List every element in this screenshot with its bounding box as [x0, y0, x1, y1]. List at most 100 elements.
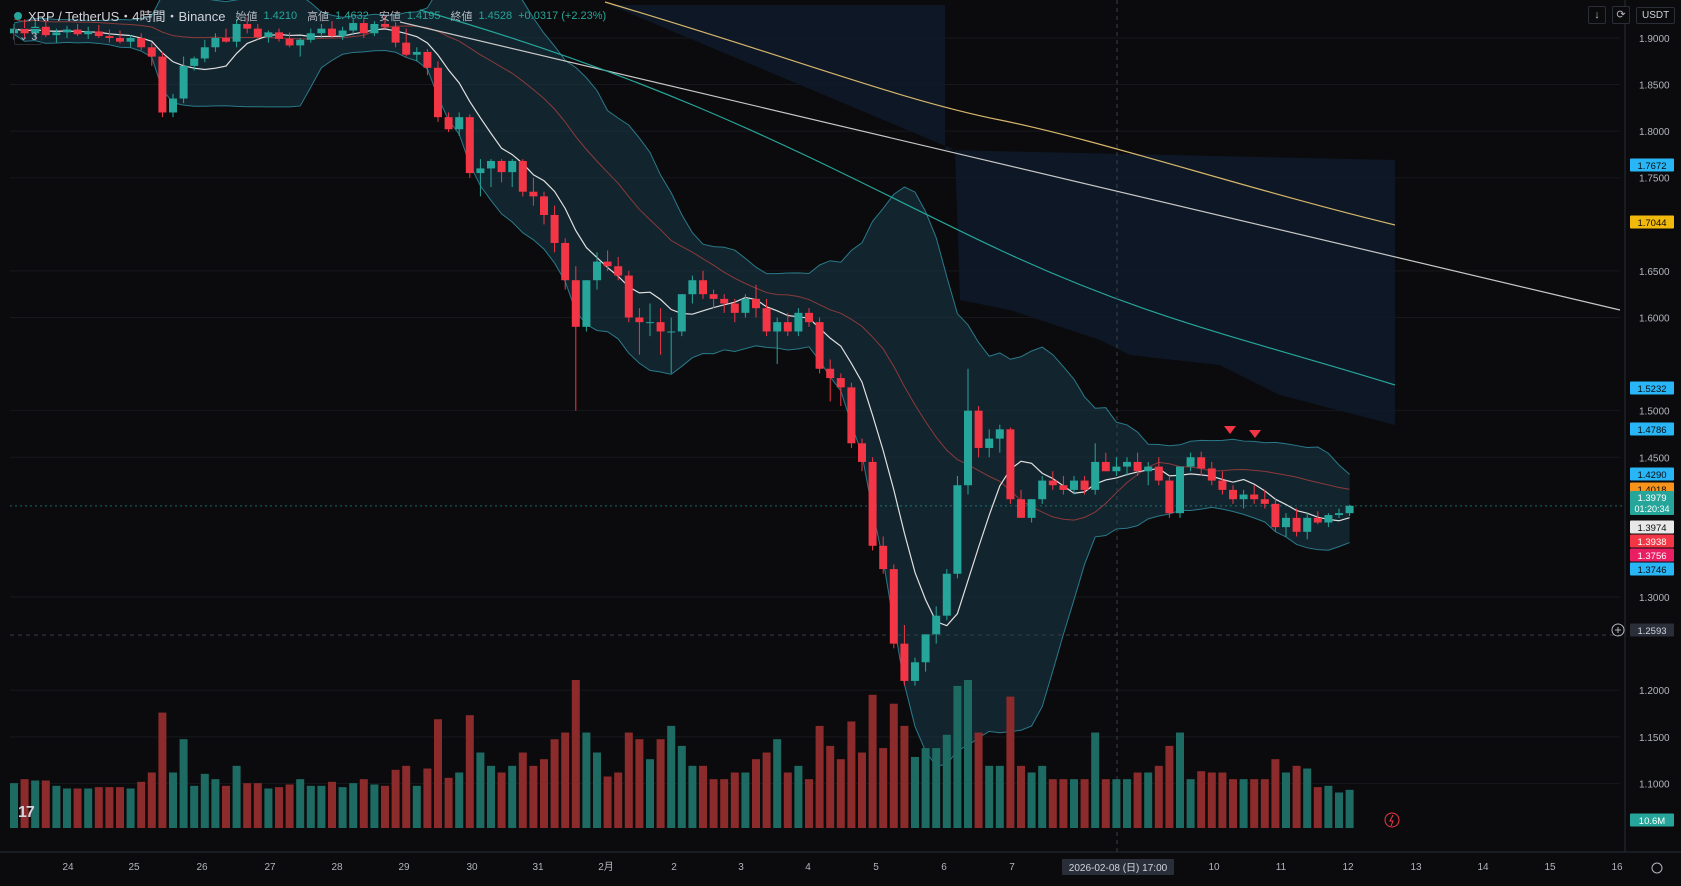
- volume-bar: [222, 785, 230, 828]
- time-tick-label: 27: [264, 862, 276, 873]
- bollinger-upper-line: [13, 0, 1350, 475]
- candle-body: [688, 280, 697, 295]
- volume-bar: [518, 752, 527, 828]
- low-value: 1.4195: [406, 9, 441, 22]
- price-tick-label: 1.1500: [1639, 733, 1670, 744]
- volume-bar: [1229, 779, 1237, 828]
- volume-bar: [571, 680, 580, 828]
- open-value: 1.4210: [263, 9, 298, 22]
- volume-bar: [794, 765, 803, 828]
- candle-body: [826, 368, 835, 379]
- volume-bar: [1271, 759, 1280, 828]
- volume-bar: [762, 752, 771, 828]
- candle-body: [932, 615, 941, 635]
- candle-body: [1048, 480, 1057, 486]
- indicator-collapse-button[interactable]: ⌄ 3: [14, 28, 43, 45]
- close-value: 1.4528: [478, 9, 513, 22]
- time-tick-label: 6: [941, 862, 947, 873]
- candle-body: [285, 38, 294, 46]
- candle-body: [402, 42, 411, 55]
- candle-body: [752, 298, 760, 309]
- volume-bar: [10, 783, 18, 828]
- price-badge: [1630, 534, 1674, 548]
- volume-bar: [232, 765, 241, 828]
- volume-bar: [31, 780, 40, 828]
- volume-bar: [1006, 696, 1015, 828]
- volume-bar: [667, 725, 676, 828]
- price-tick-label: 1.4500: [1639, 453, 1670, 464]
- candle-body: [275, 32, 283, 39]
- time-tick-label: 2月: [598, 861, 614, 873]
- candle-body: [1250, 494, 1259, 500]
- low-label: 安値: [378, 10, 401, 23]
- price-badge: [1630, 158, 1674, 172]
- volume-bar: [688, 765, 697, 828]
- volume-bar: [126, 788, 135, 828]
- volume-bar: [455, 772, 464, 828]
- time-tick-label: 11: [1276, 862, 1287, 873]
- open-label: 始値: [235, 10, 258, 23]
- candle-body: [158, 56, 167, 113]
- sell-signal-marker: [1224, 426, 1236, 434]
- candle-body: [540, 196, 548, 215]
- candle-body: [253, 28, 262, 38]
- price-badge-label: 1.3938: [1637, 537, 1666, 548]
- volume-bar: [1091, 732, 1100, 828]
- candle-body: [41, 26, 50, 36]
- volume-bar: [1059, 779, 1068, 828]
- volume-bar: [1282, 772, 1290, 828]
- candle-body: [1260, 499, 1269, 504]
- candle-body: [635, 317, 644, 323]
- candle-body: [116, 37, 124, 42]
- candle-body: [147, 47, 156, 57]
- candle-body: [879, 545, 888, 570]
- high-value: 1.4632: [335, 9, 369, 22]
- candle-body: [222, 37, 230, 42]
- candle-body: [1101, 461, 1110, 472]
- volume-bar: [487, 765, 495, 828]
- chevron-down-icon: ⌄: [19, 31, 29, 43]
- volume-bar: [847, 721, 856, 828]
- time-tick-label: 5: [873, 862, 879, 873]
- volume-bar: [116, 787, 124, 828]
- volume-bar: [773, 739, 782, 828]
- candle-body: [624, 275, 633, 318]
- price-badge: [1630, 422, 1674, 436]
- volume-bar: [63, 788, 71, 828]
- volume-bar: [434, 719, 442, 828]
- volume-bar: [243, 783, 252, 828]
- lightning-icon[interactable]: [1384, 812, 1400, 828]
- volume-bar: [1335, 792, 1343, 828]
- volume-bar: [900, 725, 909, 828]
- candle-body: [1207, 468, 1216, 481]
- volume-bar: [328, 781, 336, 828]
- volume-bar: [402, 765, 411, 828]
- price-badge-label: 1.3979: [1637, 493, 1666, 504]
- gear-icon[interactable]: [1651, 862, 1663, 874]
- candle-body: [1197, 457, 1206, 469]
- volume-bar: [296, 779, 305, 828]
- candle-body: [423, 51, 432, 68]
- candle-body: [1335, 513, 1343, 516]
- arrow-down-icon[interactable]: ↓: [1588, 6, 1606, 24]
- price-badge: [1630, 520, 1674, 534]
- candle-body: [953, 485, 962, 574]
- candle-body: [126, 37, 135, 42]
- currency-select[interactable]: USDT: [1636, 6, 1676, 24]
- symbol-title[interactable]: XRP / TetherUS・4時間・Binance: [28, 9, 226, 24]
- change-value: +0.0317 (+2.23%): [518, 9, 607, 22]
- refresh-icon[interactable]: ⟳: [1612, 6, 1630, 24]
- volume-bar: [1250, 779, 1259, 828]
- candle-body: [1313, 517, 1322, 523]
- candle-body: [1080, 480, 1089, 490]
- volume-bar: [1017, 765, 1025, 828]
- candle-body: [1271, 503, 1280, 528]
- volume-bar: [370, 784, 379, 828]
- add-alert-icon[interactable]: [1611, 623, 1625, 637]
- candle-body: [582, 280, 591, 327]
- price-tick-label: 1.9000: [1639, 34, 1670, 45]
- volume-bar: [211, 779, 220, 828]
- candle-body: [264, 32, 273, 38]
